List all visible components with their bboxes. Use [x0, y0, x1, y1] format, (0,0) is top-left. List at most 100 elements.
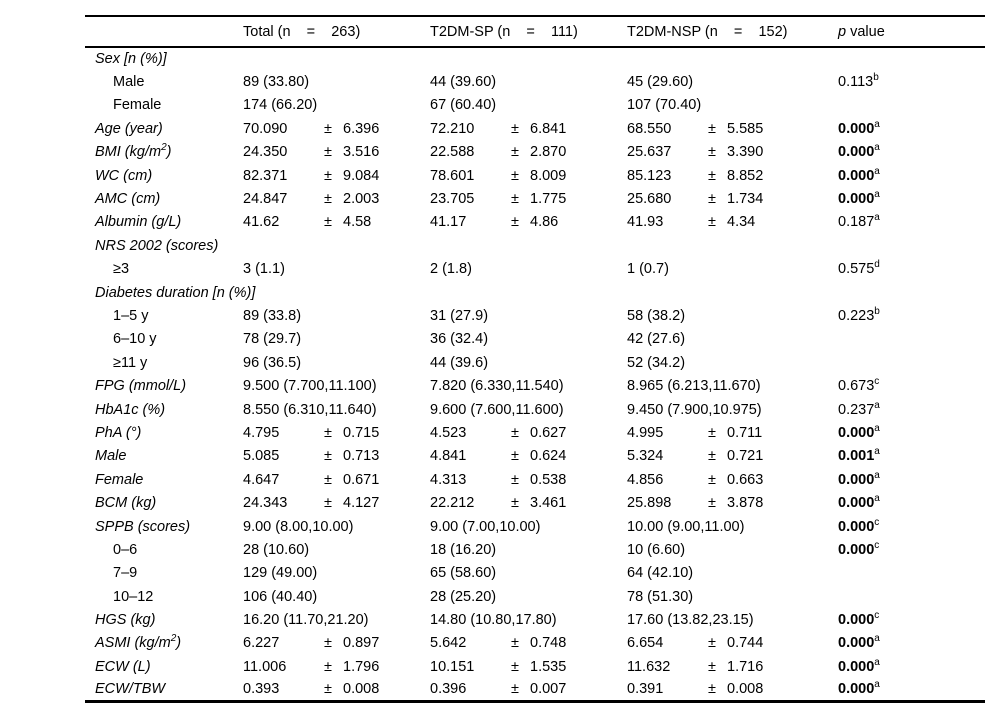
data-cell: 42 (27.6)	[627, 331, 686, 348]
table-row: SPPB (scores) 9.00 (8.00,10.00) 9.00 (7.00…	[85, 515, 985, 538]
sd-value: 0.627	[530, 424, 567, 441]
baseline-characteristics-table: Total (n = 263) T2DM-SP (n = 111) T2DM-N…	[85, 15, 985, 704]
data-cell: 64 (42.10)	[627, 565, 694, 582]
p-value-superscript: c	[874, 540, 880, 552]
data-cell: 25.680 ±1.734	[627, 187, 838, 210]
p-value-cell: 0.000c	[838, 538, 985, 561]
plus-minus-symbol: ±	[708, 424, 716, 441]
row-label: Diabetes duration [n (%)]	[95, 284, 256, 301]
mean-value: 24.847	[243, 191, 288, 208]
data-cell: 44 (39.6)	[430, 354, 489, 371]
plus-minus-symbol: ±	[511, 167, 519, 184]
p-value: 0.237	[838, 401, 875, 418]
data-cell: 58 (38.2)	[627, 307, 686, 324]
data-cell	[627, 234, 838, 257]
p-value-cell	[838, 562, 985, 585]
data-cell	[430, 281, 627, 304]
data-cell	[627, 281, 838, 304]
p-value-cell: 0.575d	[838, 258, 985, 281]
plus-minus-symbol: ±	[511, 144, 519, 161]
sd-value: 6.396	[343, 120, 380, 137]
row-label: ECW/TBW	[95, 681, 166, 698]
row-label: Age (year)	[95, 120, 163, 137]
mean-value: 4.856	[627, 471, 664, 488]
data-cell: 174 (66.20)	[243, 97, 318, 114]
plus-minus-symbol: ±	[324, 681, 332, 698]
p-value-superscript: a	[874, 142, 880, 154]
table-row: 1–5 y 89 (33.8) 31 (27.9) 58 (38.2) 0.223b	[85, 304, 985, 327]
table-row: ≥3 3 (1.1) 2 (1.8) 1 (0.7) 0.575d	[85, 258, 985, 281]
sd-value: 0.897	[343, 635, 380, 652]
data-cell: 3 (1.1)	[243, 261, 285, 278]
data-cell: 16.20 (11.70,21.20)	[243, 612, 369, 629]
data-cell: 1 (0.7)	[627, 261, 669, 278]
data-cell: 5.642 ±0.748	[430, 632, 627, 655]
mean-value: 41.62	[243, 214, 280, 231]
data-cell: 9.600 (7.600,11.600)	[430, 401, 564, 418]
data-cell: 89 (33.80)	[243, 74, 310, 91]
data-cell: 11.632 ±1.716	[627, 655, 838, 678]
header-total: Total (n = 263)	[243, 16, 430, 48]
data-cell: 22.588 ±2.870	[430, 141, 627, 164]
sd-value: 0.008	[727, 681, 764, 698]
table-row: 7–9 129 (49.00) 65 (58.60) 64 (42.10)	[85, 562, 985, 585]
data-cell: 129 (49.00)	[243, 565, 318, 582]
p-symbol: p	[838, 23, 847, 40]
row-label: ASMI (kg/m2)	[95, 633, 182, 652]
p-value-cell: 0.113b	[838, 70, 985, 93]
table-row: HbA1c (%) 8.550 (6.310,11.640) 9.600 (7.60…	[85, 398, 985, 421]
data-cell: 107 (70.40)	[627, 97, 702, 114]
data-cell: 72.210 ±6.841	[430, 117, 627, 140]
plus-minus-symbol: ±	[708, 120, 716, 137]
plus-minus-symbol: ±	[708, 214, 716, 231]
data-cell	[243, 47, 430, 70]
data-cell: 67 (60.40)	[430, 97, 497, 114]
sd-value: 2.003	[343, 191, 380, 208]
plus-minus-symbol: ±	[511, 191, 519, 208]
p-value: 0.000	[838, 658, 875, 675]
p-value: 0.000	[838, 495, 875, 512]
mean-value: 4.647	[243, 471, 280, 488]
data-cell	[243, 281, 430, 304]
mean-value: 70.090	[243, 120, 288, 137]
mean-value: 4.523	[430, 424, 467, 441]
mean-value: 5.085	[243, 448, 280, 465]
table-header: Total (n = 263) T2DM-SP (n = 111) T2DM-N…	[85, 16, 985, 48]
row-label: 1–5 y	[113, 307, 149, 324]
plus-minus-symbol: ±	[324, 471, 332, 488]
data-cell: 10.151 ±1.535	[430, 655, 627, 678]
data-cell: 41.93 ±4.34	[627, 211, 838, 234]
header-empty-cell	[85, 16, 243, 48]
data-cell: 24.350 ±3.516	[243, 141, 430, 164]
mean-value: 4.995	[627, 424, 664, 441]
mean-value: 78.601	[430, 167, 475, 184]
sd-value: 0.671	[343, 471, 380, 488]
data-cell: 36 (32.4)	[430, 331, 489, 348]
row-label: 7–9	[113, 565, 138, 582]
data-cell: 0.391 ±0.008	[627, 679, 838, 702]
data-cell: 78 (29.7)	[243, 331, 302, 348]
p-value-superscript: a	[874, 212, 880, 224]
sd-value: 3.516	[343, 144, 380, 161]
table-row: HGS (kg) 16.20 (11.70,21.20) 14.80 (10.80,…	[85, 608, 985, 631]
sd-value: 1.716	[727, 658, 764, 675]
plus-minus-symbol: ±	[511, 448, 519, 465]
row-label: Male	[113, 74, 145, 91]
p-value-cell: 0.000a	[838, 679, 985, 702]
mean-value: 23.705	[430, 191, 475, 208]
table-row: ASMI (kg/m2) 6.227 ±0.897 5.642 ±0.748 6.654 ±…	[85, 632, 985, 655]
p-value: 0.000	[838, 541, 875, 558]
p-value-cell: 0.000a	[838, 468, 985, 491]
plus-minus-symbol: ±	[708, 495, 716, 512]
plus-minus-symbol: ±	[324, 191, 332, 208]
sd-value: 4.34	[727, 214, 756, 231]
p-value-cell	[838, 47, 985, 70]
baseline-characteristics-table-wrap: Total (n = 263) T2DM-SP (n = 111) T2DM-N…	[85, 15, 985, 704]
mean-value: 0.391	[627, 681, 664, 698]
plus-minus-symbol: ±	[324, 214, 332, 231]
p-value-superscript: a	[874, 165, 880, 177]
table-row: 10–12 106 (40.40) 28 (25.20) 78 (51.30)	[85, 585, 985, 608]
p-value-cell: 0.223b	[838, 304, 985, 327]
mean-value: 0.396	[430, 681, 467, 698]
row-label: ≥11 y	[113, 354, 148, 371]
